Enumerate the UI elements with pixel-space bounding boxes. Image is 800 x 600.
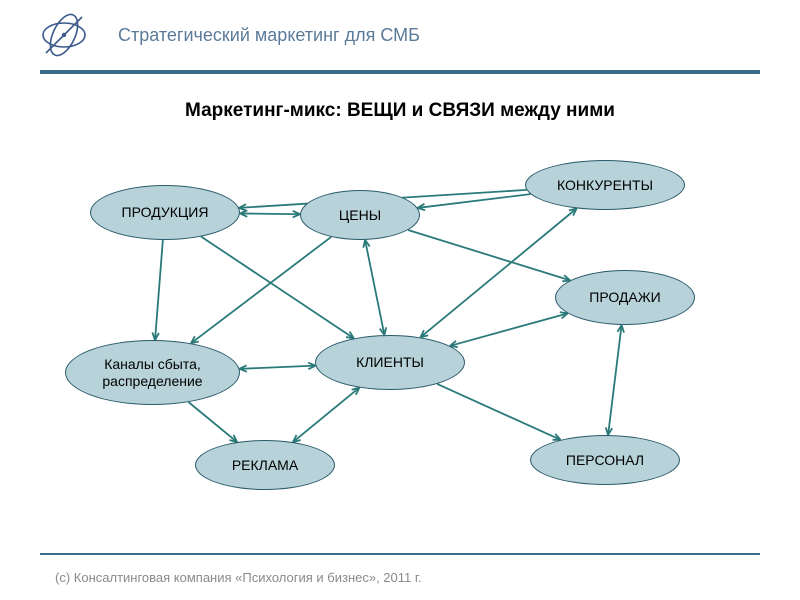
node-prices: ЦЕНЫ [300,190,420,240]
node-channels: Каналы сбыта, распределение [65,340,240,405]
footer-text: (с) Консалтинговая компания «Психология … [55,570,422,585]
node-ads: РЕКЛАМА [195,440,335,490]
node-clients: КЛИЕНТЫ [315,335,465,390]
divider-bottom [40,553,760,555]
node-competitors: КОНКУРЕНТЫ [525,160,685,210]
node-staff: ПЕРСОНАЛ [530,435,680,485]
node-products: ПРОДУКЦИЯ [90,185,240,240]
node-sales: ПРОДАЖИ [555,270,695,325]
